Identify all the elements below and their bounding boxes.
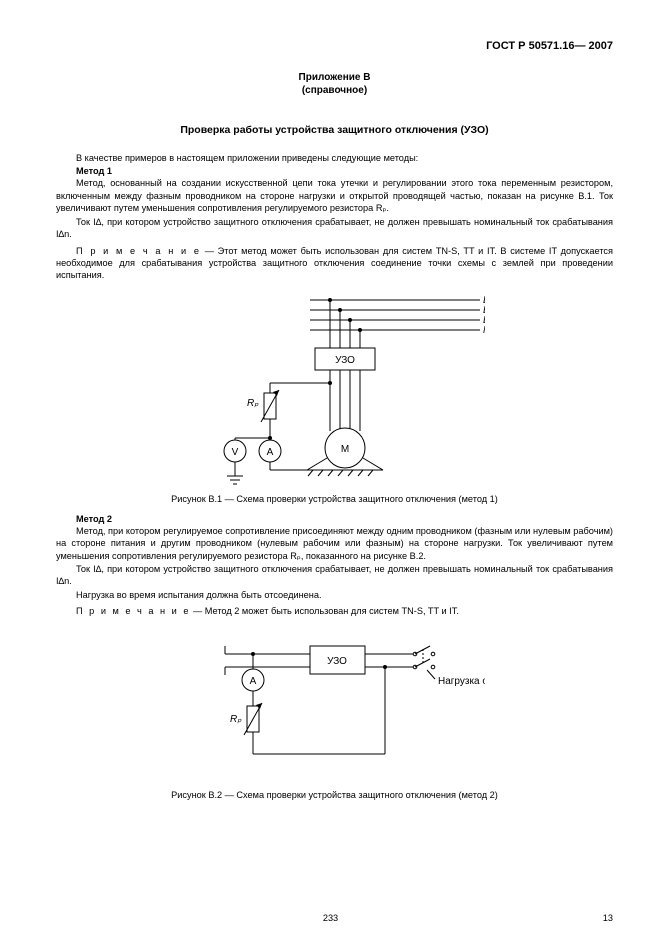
m2-p1: Метод, при котором регулируемое сопротив… xyxy=(56,525,613,562)
fig2-caption: Рисунок В.2 — Схема проверки устройства … xyxy=(56,790,613,800)
fig1-caption: Рисунок В.1 — Схема проверки устройства … xyxy=(56,494,613,504)
figure-1-svg: L1 L2 L3 N УЗО M A V Rₚ xyxy=(185,288,485,488)
page-right-number: 13 xyxy=(603,913,613,923)
fig1-v: V xyxy=(231,447,238,458)
m2-p3: Нагрузка во время испытания должна быть … xyxy=(56,589,613,601)
m1-p1: Метод, основанный на создании искусствен… xyxy=(56,177,613,214)
appendix-title: Приложение В xyxy=(56,72,613,83)
fig1-n: N xyxy=(483,325,485,336)
method2-label: Метод 2 xyxy=(56,514,613,524)
fig2-a: A xyxy=(249,676,256,687)
page-center-number: 233 xyxy=(323,913,338,923)
intro-text: В качестве примеров в настоящем приложен… xyxy=(56,152,613,164)
fig1-uzo: УЗО xyxy=(335,355,355,366)
m2-p2: Ток I∆, при котором устройство защитного… xyxy=(56,563,613,588)
fig2-uzo: УЗО xyxy=(327,656,347,667)
note2: П р и м е ч а н и е — Метод 2 может быть… xyxy=(56,605,613,617)
page: ГОСТ Р 50571.16— 2007 Приложение В (спра… xyxy=(0,0,661,935)
fig1-m: M xyxy=(340,444,348,455)
fig1-a: A xyxy=(266,447,273,458)
appendix-sub: (справочное) xyxy=(56,85,613,96)
method1-label: Метод 1 xyxy=(56,166,613,176)
fig2-load: Нагрузка отсоединена xyxy=(438,676,485,687)
figure-1: L1 L2 L3 N УЗО M A V Rₚ xyxy=(56,288,613,488)
figure-2-svg: УЗО A Rₚ Нагрузка отсоединена xyxy=(185,624,485,784)
m1-p2: Ток I∆, при котором устройство защитного… xyxy=(56,216,613,241)
fig1-rp: Rₚ xyxy=(247,398,259,409)
figure-2: УЗО A Rₚ Нагрузка отсоединена xyxy=(56,624,613,784)
fig2-rp: Rₚ xyxy=(230,714,242,725)
note1-prefix: П р и м е ч а н и е xyxy=(76,246,201,256)
note1: П р и м е ч а н и е — Этот метод может б… xyxy=(56,245,613,282)
main-title: Проверка работы устройства защитного отк… xyxy=(56,124,613,136)
note2-prefix: П р и м е ч а н и е xyxy=(76,606,190,616)
note2-body: — Метод 2 может быть использован для сис… xyxy=(193,606,459,616)
doc-id: ГОСТ Р 50571.16— 2007 xyxy=(56,40,613,52)
